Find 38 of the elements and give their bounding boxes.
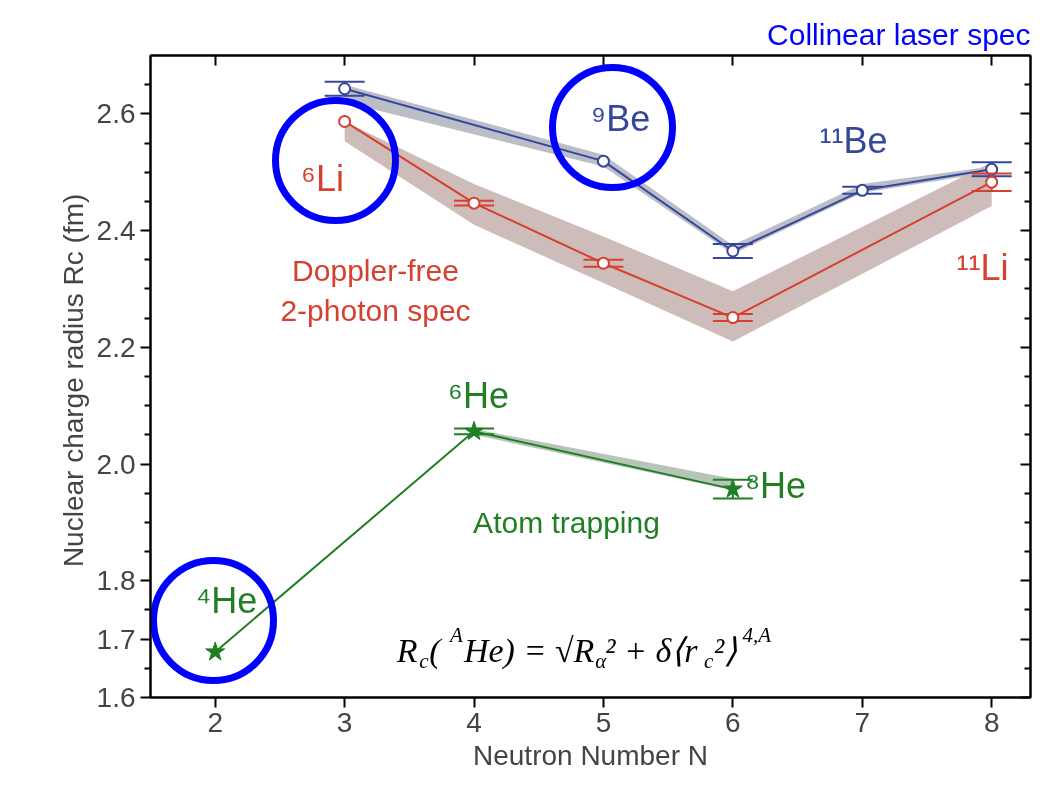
annotation: ⁸He [744, 465, 807, 506]
point [726, 244, 740, 258]
annotation: Doppler-free 2-photon spec [280, 254, 471, 327]
x-tick-label: 6 [725, 706, 741, 738]
annotation: ⁴He [195, 580, 258, 621]
annotation: ¹¹Be [819, 120, 888, 161]
y-tick-label: 1.6 [96, 682, 136, 713]
annotation: ⁶He [448, 375, 509, 416]
y-tick-label: 2.6 [96, 98, 136, 130]
chart-title: Collinear laser spec [767, 17, 1031, 51]
point [467, 196, 481, 210]
point [726, 311, 740, 325]
x-axis-title: Neutron Number N [473, 739, 708, 771]
point [596, 154, 610, 168]
y-tick-label: 2.4 [96, 215, 136, 247]
y-tick-label: 2.0 [96, 448, 136, 480]
x-tick-label: 7 [854, 706, 871, 738]
point [338, 82, 352, 96]
point [855, 183, 869, 197]
y-tick-label: 1.7 [96, 623, 136, 655]
x-tick-label: 5 [595, 706, 612, 738]
x-tick-label: 3 [336, 706, 353, 738]
point [464, 420, 485, 440]
y-tick-label: 1.8 [96, 565, 136, 597]
x-tick-label: 8 [983, 706, 1000, 738]
annotation: ⁹Be [590, 98, 651, 139]
x-tick-label: 4 [466, 706, 482, 738]
annotation: ¹¹Li [956, 247, 1009, 288]
x-tick-label: 2 [207, 706, 223, 738]
point [722, 478, 743, 498]
annotation: Atom trapping [473, 506, 660, 539]
y-tick-label: 2.2 [96, 331, 136, 363]
point [338, 114, 352, 128]
point [985, 175, 999, 189]
annotation: ⁶Li [301, 158, 344, 199]
point [205, 641, 226, 661]
point [596, 256, 610, 270]
y-axis-title: Nuclear charge radius Rc (fm) [57, 193, 89, 568]
